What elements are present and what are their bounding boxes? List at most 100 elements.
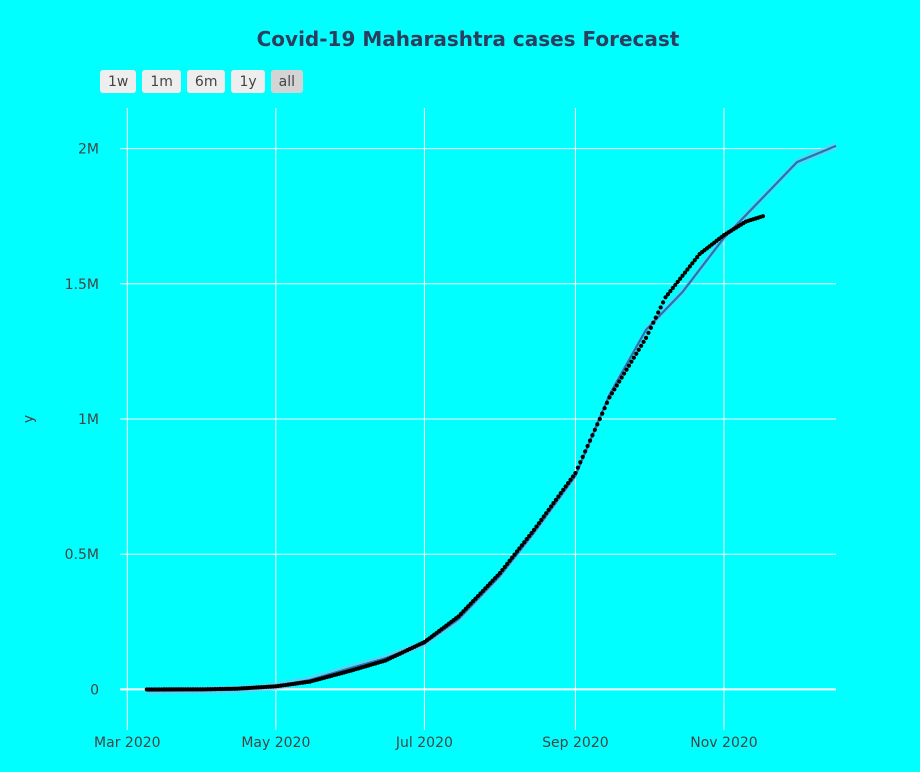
actual-data-point: [612, 387, 617, 392]
actual-data-point: [690, 261, 695, 266]
actual-data-point: [587, 438, 593, 443]
actual-data-point: [568, 477, 573, 482]
range-button-all[interactable]: all: [270, 70, 304, 93]
actual-data-point: [695, 255, 700, 260]
actual-data-point: [585, 443, 590, 449]
actual-data-point: [566, 481, 571, 486]
y-tick-label: 1.5M: [65, 277, 99, 293]
actual-data-point: [527, 533, 532, 539]
actual-data-point: [575, 465, 580, 470]
chart-title: Covid-19 Maharashtra cases Forecast: [256, 27, 680, 51]
range-button-1m[interactable]: 1m: [142, 70, 181, 93]
actual-data-point: [548, 504, 554, 509]
range-button-1w[interactable]: 1w: [100, 70, 137, 93]
actual-data-point: [614, 383, 619, 388]
actual-data-point: [551, 501, 556, 506]
actual-data-point: [646, 330, 651, 335]
actual-data-point: [643, 335, 649, 340]
x-tick-label: Jul 2020: [395, 735, 453, 751]
actual-data-point: [609, 391, 615, 396]
actual-data-point: [629, 359, 634, 364]
actual-data-point: [517, 546, 522, 551]
actual-data-point: [522, 540, 527, 545]
actual-data-point: [631, 355, 636, 360]
actual-data-point: [519, 543, 524, 548]
actual-data-point: [536, 521, 541, 526]
x-tick-label: Nov 2020: [690, 735, 757, 751]
y-tick-label: 0.5M: [65, 547, 99, 563]
actual-data-point: [534, 524, 539, 529]
x-tick-label: Mar 2020: [94, 735, 161, 751]
actual-data-point: [665, 292, 671, 297]
actual-data-point: [651, 320, 656, 325]
actual-data-point: [634, 351, 639, 356]
range-button-1y[interactable]: 1y: [231, 70, 265, 93]
x-axis-ticks: Mar 2020 May 2020 Jul 2020 Sep 2020 Nov 2020: [94, 735, 758, 751]
actual-data-point: [553, 497, 559, 502]
actual-data-point: [604, 400, 610, 405]
actual-data-point: [546, 507, 551, 512]
actual-data-point: [505, 561, 510, 566]
actual-data-point: [561, 487, 566, 492]
actual-data-point: [607, 395, 612, 400]
actual-data-point: [680, 273, 685, 278]
confidence-band-area: [146, 142, 836, 695]
actual-data-point: [619, 375, 624, 380]
grid-lines: [120, 108, 836, 730]
actual-data-point: [675, 279, 680, 284]
actual-data-point: [541, 514, 546, 519]
actual-data-point: [617, 379, 622, 384]
y-tick-label: 2M: [78, 142, 99, 158]
confidence-band: [146, 142, 836, 695]
actual-data-point: [529, 530, 534, 536]
actual-data-point: [626, 363, 632, 368]
actual-data-point: [624, 367, 629, 372]
actual-data-point: [641, 339, 646, 344]
actual-data-point: [660, 300, 666, 305]
actual-data-point: [636, 347, 641, 352]
actual-data-point: [578, 460, 583, 465]
actual-data-point: [668, 289, 673, 294]
actual-data-point: [573, 470, 578, 476]
actual-data-point: [500, 567, 505, 573]
actual-data-point: [539, 517, 544, 522]
x-tick-label: Sep 2020: [542, 735, 608, 751]
actual-data-point: [514, 549, 520, 554]
actual-data-point: [622, 371, 627, 376]
actual-data-point: [653, 315, 658, 320]
actual-data-point: [590, 433, 595, 438]
actual-data-point: [597, 416, 602, 422]
actual-data-point: [558, 491, 563, 496]
actual-data-point: [685, 267, 690, 272]
actual-data-point: [682, 270, 688, 275]
actual-points: [144, 214, 766, 692]
actual-data-point: [639, 343, 644, 348]
range-button-6m[interactable]: 6m: [186, 70, 226, 93]
actual-data-point: [563, 484, 568, 489]
actual-data-point: [531, 527, 537, 532]
actual-data-point: [663, 295, 668, 300]
actual-data-point: [658, 305, 663, 310]
actual-data-point: [687, 264, 692, 269]
actual-data-point: [544, 511, 549, 516]
actual-data-point: [556, 494, 561, 499]
actual-data-point: [656, 310, 661, 315]
actual-data-point: [583, 449, 588, 454]
y-axis-ticks: 0 0.5M 1M 1.5M 2M: [65, 142, 99, 699]
actual-data-point: [602, 406, 607, 411]
actual-data-point: [595, 422, 600, 427]
actual-data-point: [678, 276, 683, 281]
y-tick-label: 1M: [78, 412, 99, 428]
y-axis-title: y: [21, 415, 37, 423]
actual-data-point: [580, 454, 585, 459]
actual-data-point: [502, 564, 507, 570]
actual-data-point: [673, 282, 678, 288]
actual-data-point: [570, 474, 576, 479]
actual-data-point: [648, 325, 654, 330]
x-tick-label: May 2020: [241, 735, 310, 751]
actual-data-point: [524, 537, 529, 542]
actual-data-point: [692, 258, 697, 263]
actual-data-point: [497, 571, 503, 576]
actual-data-point: [592, 427, 597, 432]
